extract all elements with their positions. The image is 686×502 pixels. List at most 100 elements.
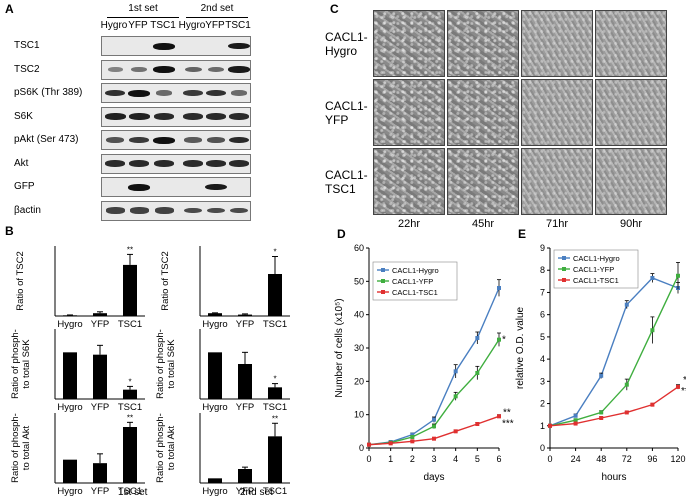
category-label: Hygro	[202, 319, 227, 330]
set1-header: 1st set	[128, 3, 158, 14]
blot-band	[182, 160, 204, 167]
data-point	[573, 421, 578, 426]
y-axis-label: Ratio of phosph-	[155, 329, 166, 399]
category-label: TSC1	[263, 319, 287, 330]
y-tick-label: 20	[354, 376, 364, 386]
bar	[238, 364, 252, 399]
y-tick-label: 10	[354, 410, 364, 420]
blot-band	[230, 90, 248, 96]
legend-marker	[381, 279, 385, 283]
data-point	[599, 373, 604, 378]
bar	[208, 478, 222, 483]
significance-mark: *	[273, 375, 276, 384]
blot-band	[205, 160, 227, 167]
y-tick-label: 30	[354, 343, 364, 353]
blot-band	[104, 113, 126, 120]
x-tick-label: 120	[670, 454, 685, 464]
blot-row-label: Akt	[14, 157, 29, 169]
x-tick-label: 3	[431, 454, 436, 464]
data-point	[676, 273, 680, 278]
legend: CACL1-Hygro CACL1-YFP CACL1-TSC1	[553, 249, 639, 289]
timepoint-label: 22hr	[397, 218, 421, 230]
y-tick-label: 5	[540, 332, 545, 342]
significance-mark: ***	[502, 418, 514, 429]
cell-micrograph	[595, 79, 667, 146]
blot-band	[129, 136, 149, 144]
blot-band	[228, 160, 250, 167]
bar	[93, 463, 107, 483]
y-tick-label: 6	[540, 310, 545, 320]
significance-mark: *	[273, 248, 276, 257]
y-tick-label: 0	[359, 443, 364, 453]
line-chart-e: E 0 1 2 3 4 5 6 7 8 9 0 24 48 72 96 120 hours relative O.D…	[515, 228, 686, 483]
bar-chart-1: Ratio of TSC2 Hygro YFP ** TSC1	[15, 245, 145, 330]
set2-header: 2nd set	[200, 3, 234, 14]
category-label: Hygro	[57, 319, 82, 330]
blot-band	[207, 137, 225, 143]
data-point	[573, 418, 578, 423]
x-tick-label: 4	[453, 454, 458, 464]
category-label: TSC1	[118, 486, 142, 497]
data-point	[475, 336, 480, 340]
bar	[208, 313, 222, 316]
blot-strip	[101, 36, 251, 56]
category-label: YFP	[91, 486, 109, 497]
series-line	[549, 277, 679, 427]
blot-row-label: S6K	[14, 110, 33, 122]
y-axis-label: Number of cells (x10⁵)	[334, 298, 345, 397]
legend-label: CACL1-YFP	[573, 265, 614, 274]
blot-band	[228, 42, 250, 50]
bar	[268, 436, 282, 483]
data-point	[410, 432, 415, 437]
bar	[208, 352, 222, 399]
series-line	[549, 386, 679, 427]
bar	[123, 427, 137, 483]
cell-line-label: CACL1- Hygro	[325, 30, 368, 58]
blot-band	[184, 66, 202, 73]
y-tick-label: 0	[540, 443, 545, 453]
legend-marker	[381, 268, 385, 272]
blot-band	[155, 90, 173, 96]
category-label: TSC1	[118, 402, 142, 413]
blot-row-label: pS6K (Thr 389)	[14, 87, 83, 98]
blot-band	[129, 207, 149, 214]
blot-band	[153, 160, 175, 167]
category-label: YFP	[236, 486, 254, 497]
set2-footer: 2nd set	[240, 487, 273, 498]
series-cacl1-tsc1	[548, 384, 680, 428]
blot-band	[131, 66, 147, 73]
x-axis-label: hours	[601, 472, 626, 483]
panel-a-letter: A	[5, 2, 14, 16]
cell-micrograph	[373, 148, 445, 215]
data-point	[432, 436, 436, 441]
bar-chart-5: Ratio of phosph-to total Akt Hygro YFP ** TS…	[10, 413, 145, 497]
data-point	[676, 384, 680, 389]
set1-underline	[107, 17, 179, 18]
legend-marker	[562, 256, 566, 260]
blot-strip	[101, 83, 251, 103]
data-point	[497, 286, 501, 290]
y-tick-label: 2	[540, 399, 545, 409]
y-tick-label: 7	[540, 287, 545, 297]
blot-band	[229, 207, 249, 214]
blot-band	[228, 66, 250, 73]
line-chart-d: D 0 10 20 30 40 50 60 0 1 2 3 4 5 6 days Number of cells…	[334, 228, 514, 483]
blot-band	[105, 89, 125, 97]
blot-strip	[101, 106, 251, 127]
series-line	[368, 339, 500, 446]
category-label: Hygro	[57, 402, 82, 413]
set1-footer: 1st set	[118, 487, 148, 498]
blot-band	[205, 183, 227, 191]
bar	[123, 389, 137, 399]
y-axis-label: to total Akt	[21, 425, 32, 470]
bar	[268, 387, 282, 399]
y-tick-label: 8	[540, 265, 545, 275]
data-point	[453, 429, 458, 434]
timepoint-label: 71hr	[545, 218, 569, 230]
blot-band	[228, 136, 250, 144]
y-tick-label: 50	[354, 276, 364, 286]
legend: CACL1-Hygro CACL1-YFP CACL1-TSC1	[372, 261, 458, 301]
data-point	[475, 422, 480, 426]
